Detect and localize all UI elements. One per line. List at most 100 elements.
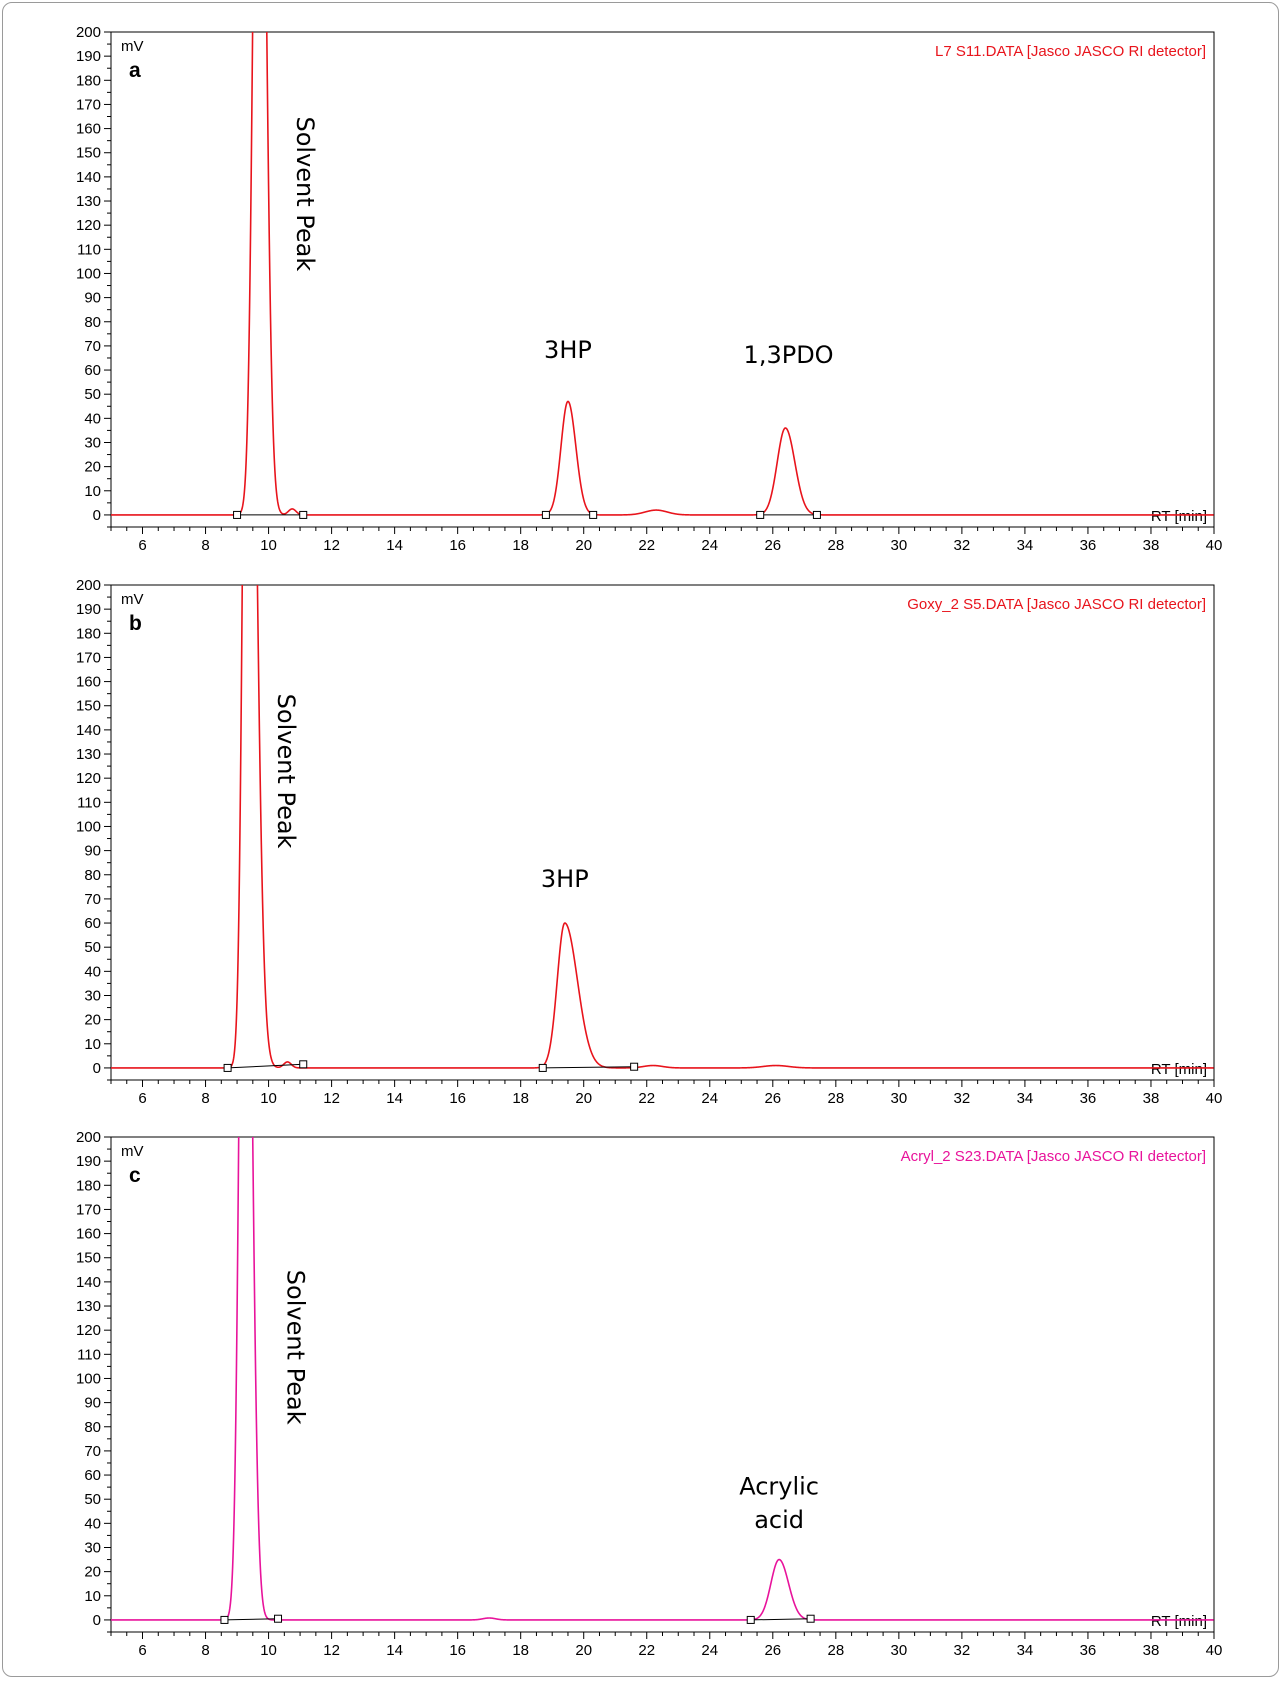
plot-area-frame [110, 1136, 1215, 1633]
y-tick-label: 120 [76, 217, 101, 234]
peak-annotation: Acrylic [739, 1472, 819, 1500]
x-tick-label: 16 [449, 1090, 466, 1107]
y-tick-label: 70 [84, 338, 101, 355]
x-tick-label: 28 [827, 537, 844, 554]
x-tick-label: 22 [638, 1090, 655, 1107]
y-tick-label: 40 [84, 1515, 101, 1532]
x-tick-label: 32 [954, 537, 971, 554]
x-tick-label: 10 [260, 1642, 277, 1659]
y-tick-label: 80 [84, 1419, 101, 1436]
y-tick-label: 190 [76, 601, 101, 618]
y-tick-label: 20 [84, 1564, 101, 1581]
y-tick-label: 130 [76, 193, 101, 210]
y-tick-label: 90 [84, 290, 101, 307]
integration-marker [299, 1060, 308, 1069]
y-tick-label: 160 [76, 1226, 101, 1243]
peak-annotation: 3HP [544, 336, 592, 364]
peak-annotation: 1,3PDO [744, 341, 834, 369]
integration-marker [589, 510, 598, 519]
chart-svg-c: 0 10 20 30 40 50 60 70 80 90 100 110 120 130 140 150 160… [76, 1129, 1223, 1659]
x-tick-label: 24 [701, 1642, 718, 1659]
y-tick-label: 10 [84, 483, 101, 500]
x-tick-label: 16 [449, 1642, 466, 1659]
x-tick-label: 30 [891, 537, 908, 554]
x-tick-label: 30 [891, 1642, 908, 1659]
y-tick-label: 110 [77, 1346, 101, 1363]
x-tick-label: 12 [323, 537, 340, 554]
y-tick-label: 100 [76, 265, 101, 282]
integration-marker [746, 1615, 755, 1624]
x-tick-label: 34 [1017, 1090, 1034, 1107]
y-tick-label: 40 [84, 963, 101, 980]
peak-annotation: Solvent Peak [272, 694, 300, 849]
chart-svg-a: 0 10 20 30 40 50 60 70 80 90 100 110 120 130 140 150 160… [76, 24, 1223, 554]
x-tick-label: 14 [386, 537, 403, 554]
y-axis-label: mV [121, 1143, 144, 1160]
integration-marker [541, 510, 550, 519]
y-tick-label: 0 [93, 1060, 101, 1077]
y-tick-label: 20 [84, 1012, 101, 1029]
y-tick-label: 190 [76, 48, 101, 65]
y-axis-label: mV [121, 591, 144, 608]
y-tick-label: 120 [76, 770, 101, 787]
x-tick-label: 10 [260, 1090, 277, 1107]
y-tick-label: 200 [76, 577, 101, 594]
data-file-label: Acryl_2 S23.DATA [Jasco JASCO RI detecto… [901, 1148, 1206, 1165]
chart-svg-b: 0 10 20 30 40 50 60 70 80 90 100 110 120 130 140 150 160… [76, 577, 1222, 1107]
x-tick-label: 18 [512, 1642, 529, 1659]
y-tick-label: 150 [76, 1250, 101, 1267]
integration-marker [812, 510, 821, 519]
x-tick-label: 36 [1080, 1642, 1097, 1659]
y-tick-label: 120 [76, 1322, 101, 1339]
chromatogram-panel-c: 0 10 20 30 40 50 60 70 80 90 100 110 120 130 140 150 160… [0, 1117, 1284, 1677]
data-file-label: Goxy_2 S5.DATA [Jasco JASCO RI detector] [907, 596, 1206, 613]
y-tick-label: 60 [84, 1467, 101, 1484]
y-tick-label: 130 [76, 746, 101, 763]
x-tick-label: 34 [1017, 1642, 1034, 1659]
x-tick-label: 26 [764, 537, 781, 554]
y-tick-label: 180 [76, 72, 101, 89]
x-tick-label: 34 [1017, 537, 1034, 554]
x-axis-label: RT [min] [1151, 1613, 1207, 1630]
y-tick-label: 100 [76, 818, 101, 835]
x-tick-label: 24 [701, 537, 718, 554]
y-tick-label: 10 [84, 1588, 101, 1605]
y-tick-label: 50 [84, 939, 101, 956]
y-tick-label: 70 [84, 891, 101, 908]
y-tick-label: 60 [84, 915, 101, 932]
y-tick-label: 170 [76, 96, 101, 113]
x-tick-label: 40 [1206, 1642, 1223, 1659]
x-tick-label: 18 [512, 537, 529, 554]
x-tick-label: 28 [827, 1642, 844, 1659]
x-tick-label: 18 [512, 1090, 529, 1107]
x-tick-label: 38 [1143, 1090, 1160, 1107]
x-tick-label: 32 [954, 1642, 971, 1659]
y-tick-label: 30 [84, 1539, 101, 1556]
x-tick-label: 20 [575, 537, 592, 554]
x-tick-label: 40 [1206, 537, 1223, 554]
y-tick-label: 90 [84, 843, 101, 860]
x-tick-label: 38 [1143, 537, 1160, 554]
y-tick-label: 110 [77, 241, 101, 258]
integration-baseline [227, 1063, 304, 1069]
x-tick-label: 26 [764, 1642, 781, 1659]
chromatogram-panel-a: 0 10 20 30 40 50 60 70 80 90 100 110 120 130 140 150 160… [0, 12, 1284, 572]
y-tick-label: 80 [84, 314, 101, 331]
integration-marker [299, 510, 308, 519]
y-tick-label: 140 [76, 169, 101, 186]
chromatogram-trace [111, 585, 1214, 1069]
y-tick-label: 140 [76, 1274, 101, 1291]
y-tick-label: 150 [76, 145, 101, 162]
y-tick-label: 20 [84, 459, 101, 476]
x-tick-label: 22 [638, 537, 655, 554]
integration-marker [756, 510, 765, 519]
x-axis-label: RT [min] [1151, 508, 1207, 525]
x-tick-label: 36 [1080, 537, 1097, 554]
x-tick-label: 6 [138, 1642, 146, 1659]
y-tick-label: 50 [84, 1491, 101, 1508]
x-tick-label: 12 [323, 1090, 340, 1107]
y-tick-label: 140 [76, 722, 101, 739]
y-tick-label: 160 [76, 674, 101, 691]
panel-letter: c [129, 1164, 141, 1187]
